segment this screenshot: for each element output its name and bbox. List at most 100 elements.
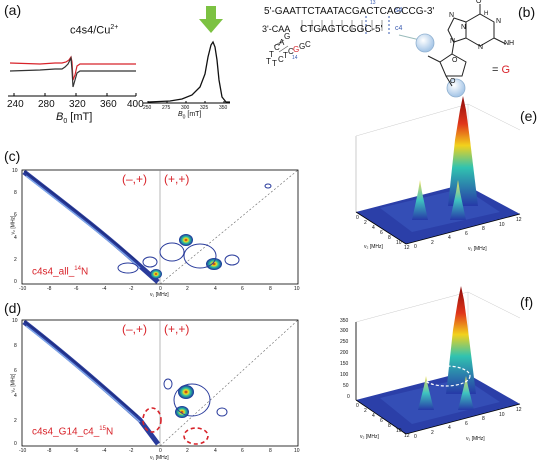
inset-xtick: 325 [200, 105, 209, 111]
spin-label-ball [446, 78, 466, 98]
atom-label: N [449, 12, 455, 19]
d-xtick: 10 [294, 448, 300, 454]
d-xtick: -2 [129, 448, 134, 454]
f-xlabel: ν₂ [MHz] [360, 434, 379, 440]
f-tick-a: 6 [380, 418, 383, 424]
f-tick-b: 2 [431, 430, 434, 436]
strand-c4-left: 3'-CAA [262, 24, 291, 34]
loop-base: T [266, 57, 271, 66]
f-ztick: 0 [347, 394, 350, 400]
c-xtick: 6 [241, 286, 244, 292]
atom-label: O [452, 57, 458, 64]
c-ytick: 2 [14, 257, 17, 263]
f-ztick: 350 [340, 318, 349, 324]
epr-red-trace [9, 55, 136, 81]
panel-e-surface [355, 96, 521, 245]
c-ytick: 10 [12, 168, 18, 174]
c-xtick: -6 [74, 286, 79, 292]
c-xtick: -10 [19, 286, 27, 292]
loop-base: T [272, 59, 277, 68]
loop-base: C [288, 47, 294, 56]
e-tick-b: 8 [482, 226, 485, 232]
side-peak-left [418, 376, 434, 410]
d-xtick: 2 [186, 448, 189, 454]
f-tick-a: 10 [396, 428, 402, 434]
e-xlabel: ν₂ [MHz] [364, 244, 383, 250]
spin-label-ball [415, 33, 435, 53]
d-xtick: -4 [102, 448, 107, 454]
quadrant-left-c: (–,+) [122, 172, 148, 186]
c-ylabel: ν₂ [MHz] [10, 215, 17, 235]
quadrant-right-c: (+,+) [164, 172, 190, 186]
f-ylabel: ν₁ [MHz] [466, 436, 485, 442]
loop-pairing-lines [273, 39, 289, 53]
e-tick-a: 10 [396, 240, 402, 246]
position-label-14: 14 [292, 55, 298, 61]
d-xtick: 8 [269, 448, 272, 454]
atom-label: N [478, 44, 484, 51]
f-ztick: 250 [340, 339, 349, 345]
f-ztick: 200 [340, 350, 349, 356]
d-xlabel: ν₁ [MHz] [150, 455, 169, 461]
f-tick-b: 8 [482, 416, 485, 422]
panel-label-a: (a) [4, 2, 22, 18]
c-ytick: 0 [14, 279, 17, 285]
f-ztick: 50 [343, 383, 349, 389]
f-tick-a: 2 [364, 408, 367, 414]
panel-label-d: (d) [4, 300, 22, 316]
panel-label-f: (f) [520, 294, 534, 310]
loop-base: T [283, 51, 288, 60]
c-xtick: 10 [294, 286, 300, 292]
panel-a-xtick: 400 [127, 99, 144, 110]
legend-g: = G [492, 64, 511, 76]
c-xtick: 2 [186, 286, 189, 292]
panel-d-hyscore [21, 319, 299, 447]
f-ztick: 150 [340, 361, 349, 367]
eseed-trace [147, 40, 230, 103]
atom-label: N [450, 38, 456, 45]
anti-diagonal-ridge [22, 320, 160, 446]
d-xtick: 4 [214, 448, 217, 454]
epr-black-trace [9, 55, 136, 88]
e-tick-a: 2 [364, 220, 367, 226]
side-peak-right [450, 180, 466, 220]
e-tick-a: 4 [372, 225, 375, 231]
e-tick-b: 10 [499, 222, 505, 228]
green-arrow-icon [199, 6, 223, 33]
e-ylabel: ν₁ [MHz] [468, 246, 487, 252]
f-ztick: 100 [340, 372, 349, 378]
d-ytick: 2 [14, 418, 17, 424]
panel-a-xtick: 240 [7, 99, 24, 110]
e-tick-b: 12 [516, 217, 522, 223]
sample-label-c: c4s4_all_14N [32, 266, 89, 278]
highlight-circle-left [142, 407, 162, 433]
f-tick-b: 4 [448, 425, 451, 431]
atom-label: N [496, 18, 502, 25]
d-ytick: 10 [12, 318, 18, 324]
f-tick-b: 10 [499, 412, 505, 418]
cross-peaks [117, 183, 272, 279]
f-tick-a: 0 [356, 403, 359, 409]
panel-label-e: (e) [520, 108, 538, 124]
inset-xtick: 275 [162, 105, 171, 111]
d-ytick: 8 [14, 343, 17, 349]
d-ytick: 6 [14, 368, 17, 374]
f-tick-a: 12 [404, 433, 410, 439]
loop-base: G [299, 42, 306, 51]
loop-base: T [269, 50, 274, 59]
loop-base-g14: G [293, 45, 300, 54]
e-tick-a: 12 [404, 245, 410, 251]
d-ylabel: ν₂ [MHz] [10, 373, 17, 393]
strand-tag-c4: c4 [395, 25, 403, 32]
c-xtick: 0 [159, 286, 162, 292]
loop-base: C [274, 43, 280, 52]
quadrant-left-d: (–,+) [122, 322, 148, 336]
panel-a-xtick: 360 [100, 99, 117, 110]
panel-b-dna [273, 4, 507, 98]
d-xtick: 6 [241, 448, 244, 454]
highlight-circle-bottom [183, 427, 209, 445]
panel-f-surface [355, 286, 521, 435]
central-peak [446, 286, 476, 394]
c-xtick: 4 [214, 286, 217, 292]
c-xlabel: ν₁ [MHz] [150, 292, 169, 298]
